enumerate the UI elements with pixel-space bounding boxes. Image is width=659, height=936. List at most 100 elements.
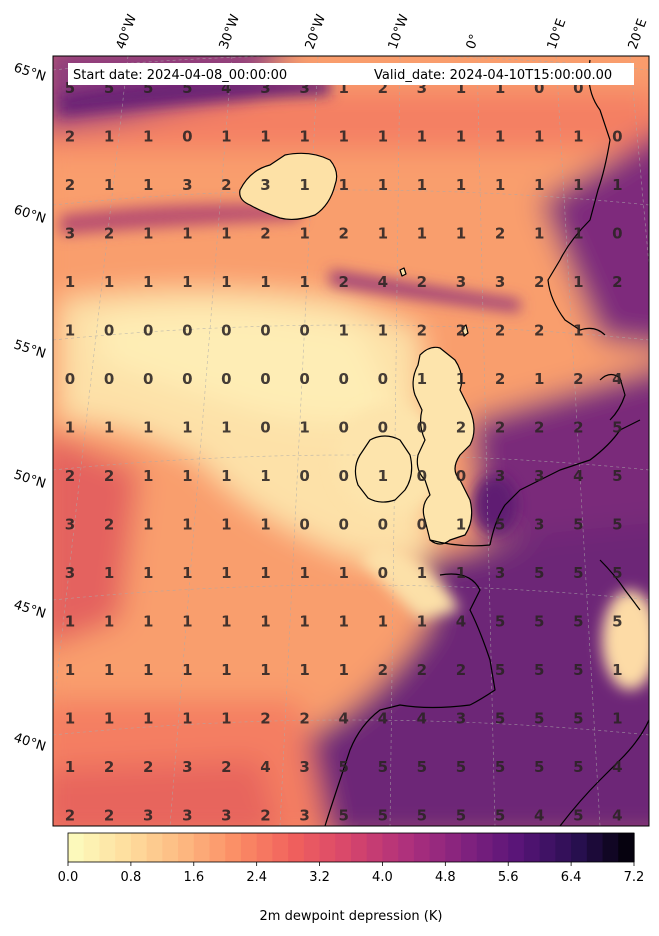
grid-value: 5 [612,419,622,437]
grid-value: 1 [182,225,192,243]
grid-value: 1 [299,661,309,679]
grid-value: 2 [65,128,75,146]
grid-value: 0 [260,419,270,437]
colorbar-bin [319,833,336,862]
italy-coast [599,559,641,611]
grid-value: 3 [456,710,466,728]
grid-value: 1 [104,176,114,194]
grid-value-overlay: 5 5 5 5 4 3 3 1 2 3 1 1 0 0 2 1 1 0 1 1 1 1 1 1 1 1 1 1 0 2 1 1 3 2 3 1 1 1 1 1… [65,79,623,825]
grid-value: 4 [417,710,427,728]
grid-value: 3 [260,79,270,97]
lat-label: 60°N [12,203,48,227]
grid-value: 4 [378,710,388,728]
grid-value: 1 [104,661,114,679]
grid-value: 1 [143,225,153,243]
grid-value: 3 [299,758,309,776]
grid-value: 1 [573,128,583,146]
date-info-box: Start date: 2024-04-08_00:00:00 Valid_da… [68,63,634,85]
colorbar-bin [382,833,399,862]
colorbar-bin [492,833,509,862]
grid-value: 5 [612,564,622,582]
grid-value: 5 [534,758,544,776]
grid-value: 4 [338,710,348,728]
grid-value: 5 [534,613,544,631]
grid-value: 1 [221,710,231,728]
colorbar-bin [429,833,446,862]
grid-value: 1 [104,128,114,146]
grid-value: 5 [573,807,583,825]
grid-value: 0 [299,516,309,534]
colorbar-tick-label: 5.6 [498,870,519,885]
grid-value: 1 [65,710,75,728]
field-shading [53,56,649,826]
grid-value: 1 [417,564,427,582]
ireland-coast [354,435,413,503]
grid-value: 1 [260,128,270,146]
grid-value: 1 [378,467,388,485]
grid-value: 5 [182,79,192,97]
colorbar-tick-label: 2.4 [246,870,267,885]
grid-value: 5 [104,79,114,97]
colorbar-bin [115,833,132,862]
grid-value: 1 [65,322,75,340]
grid-value: 1 [221,564,231,582]
grid-value: 5 [495,807,505,825]
grid-value: 1 [534,370,544,388]
lon-label: 20°E [626,17,651,52]
grid-value: 5 [573,661,583,679]
grid-value: 0 [221,322,231,340]
grid-value: 5 [573,758,583,776]
grid-value: 1 [182,273,192,291]
grid-value: 5 [573,710,583,728]
colorbar-bin [445,833,462,862]
grid-value: 2 [495,419,505,437]
grid-value: 2 [534,419,544,437]
grid-value: 5 [338,807,348,825]
grid-value: 1 [299,273,309,291]
grid-value: 5 [495,613,505,631]
grid-value: 1 [143,613,153,631]
grid-value: 3 [182,807,192,825]
grid-value: 1 [221,419,231,437]
iberia-coast [324,704,471,826]
grid-value: 1 [65,661,75,679]
grid-value: 1 [260,273,270,291]
grid-value: 3 [65,564,75,582]
norway-coast [547,59,611,336]
grid-value: 5 [417,758,427,776]
grid-value: 2 [534,273,544,291]
grid-value: 0 [299,322,309,340]
grid-value: 3 [182,176,192,194]
grid-value: 1 [338,322,348,340]
colorbar-bin [335,833,352,862]
colorbar-bin [351,833,368,862]
colorbar-bin [461,833,478,862]
grid-value: 1 [104,564,114,582]
grid-value: 1 [104,419,114,437]
grid-value: 1 [456,370,466,388]
colorbar-bin [288,833,305,862]
grid-value: 1 [143,564,153,582]
grid-value: 5 [65,79,75,97]
grid-value: 2 [534,322,544,340]
grid-value: 5 [456,807,466,825]
grid-value: 2 [495,370,505,388]
lat-label: 40°N [12,731,48,755]
grid-value: 1 [495,176,505,194]
grid-value: 1 [104,273,114,291]
grid-value: 5 [417,807,427,825]
mediterranean-coast [559,719,649,826]
grid-value: 3 [221,807,231,825]
grid-value: 2 [456,419,466,437]
grid-value: 0 [417,516,427,534]
grid-value: 1 [65,613,75,631]
colorbar-bin [225,833,242,862]
grid-value: 1 [221,661,231,679]
grid-value: 2 [338,273,348,291]
france-coast [439,573,496,706]
grid-value: 1 [534,128,544,146]
colorbar-bin [539,833,556,862]
colorbar-bin [256,833,273,862]
grid-value: 4 [260,758,270,776]
